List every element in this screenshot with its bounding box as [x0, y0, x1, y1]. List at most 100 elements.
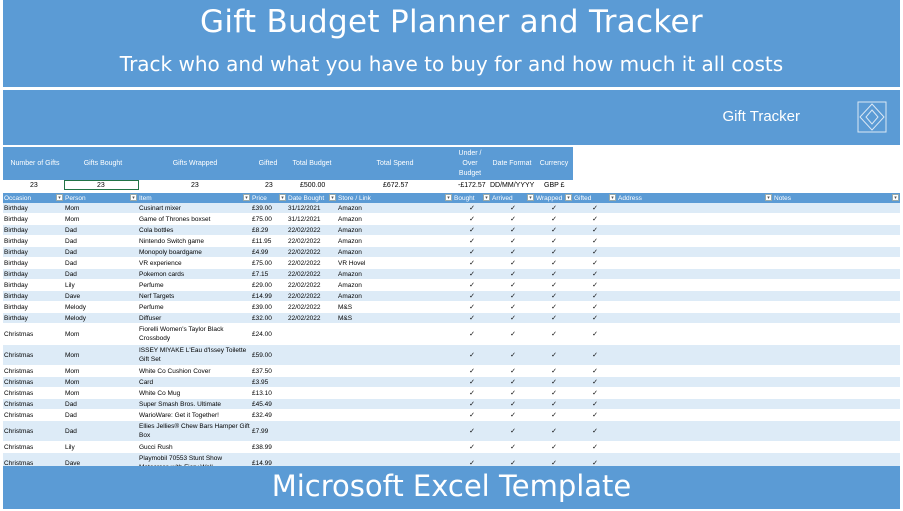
arrived-check-cell[interactable]: ✓: [491, 290, 535, 302]
arrived-check-cell[interactable]: ✓: [491, 344, 535, 366]
arrived-check-cell[interactable]: ✓: [491, 323, 535, 345]
gifts-bought-value[interactable]: 23: [97, 182, 105, 189]
bought-check-cell[interactable]: ✓: [453, 301, 491, 313]
notes-cell[interactable]: [773, 290, 900, 302]
address-cell[interactable]: [617, 213, 773, 225]
notes-cell[interactable]: [773, 344, 900, 366]
person-cell[interactable]: Dave: [64, 290, 138, 302]
arrived-check-cell[interactable]: ✓: [491, 387, 535, 399]
wrapped-check-cell[interactable]: ✓: [535, 312, 573, 324]
occasion-cell[interactable]: Birthday: [3, 257, 64, 269]
date-cell[interactable]: 31/12/2021: [287, 203, 337, 214]
occasion-cell[interactable]: Christmas: [3, 387, 64, 399]
store-cell[interactable]: M&S: [337, 312, 453, 324]
gifted-check-cell[interactable]: ✓: [573, 344, 617, 366]
wrapped-check-cell[interactable]: ✓: [535, 323, 573, 345]
price-cell[interactable]: £3.95: [251, 376, 287, 388]
bought-check-cell[interactable]: ✓: [453, 213, 491, 225]
bought-check-cell[interactable]: ✓: [453, 312, 491, 324]
store-cell[interactable]: Amazon: [337, 235, 453, 247]
occasion-cell[interactable]: Birthday: [3, 301, 64, 313]
bought-check-cell[interactable]: ✓: [453, 235, 491, 247]
wrapped-check-cell[interactable]: ✓: [535, 420, 573, 442]
price-cell[interactable]: £8.29: [251, 224, 287, 236]
date-cell[interactable]: 22/02/2022: [287, 246, 337, 258]
occasion-cell[interactable]: Christmas: [3, 344, 64, 366]
bought-check-cell[interactable]: ✓: [453, 376, 491, 388]
address-cell[interactable]: [617, 398, 773, 410]
notes-cell[interactable]: [773, 246, 900, 258]
arrived-check-cell[interactable]: ✓: [491, 301, 535, 313]
price-cell[interactable]: £75.00: [251, 257, 287, 269]
column-header[interactable]: Person ▾: [64, 193, 138, 203]
date-cell[interactable]: 22/02/2022: [287, 268, 337, 280]
arrived-check-cell[interactable]: ✓: [491, 257, 535, 269]
date-cell[interactable]: [287, 323, 337, 345]
gifted-check-cell[interactable]: ✓: [573, 235, 617, 247]
bought-check-cell[interactable]: ✓: [453, 246, 491, 258]
filter-dropdown-icon[interactable]: ▾: [527, 194, 534, 201]
item-cell[interactable]: Nerf Targets: [138, 290, 251, 302]
wrapped-check-cell[interactable]: ✓: [535, 409, 573, 421]
wrapped-check-cell[interactable]: ✓: [535, 441, 573, 453]
wrapped-check-cell[interactable]: ✓: [535, 301, 573, 313]
item-cell[interactable]: ISSEY MIYAKE L'Eau d'Issey Toilette Gift…: [138, 344, 251, 366]
gifted-check-cell[interactable]: ✓: [573, 279, 617, 291]
item-cell[interactable]: Ellies Jellies® Chew Bars Hamper Gift Bo…: [138, 420, 251, 442]
date-cell[interactable]: [287, 441, 337, 453]
date-cell[interactable]: 31/12/2021: [287, 213, 337, 225]
notes-cell[interactable]: [773, 441, 900, 453]
price-cell[interactable]: £32.00: [251, 312, 287, 324]
notes-cell[interactable]: [773, 213, 900, 225]
gifted-check-cell[interactable]: ✓: [573, 203, 617, 214]
column-header[interactable]: Occasion ▾: [3, 193, 64, 203]
column-header[interactable]: Date Bought ▾: [287, 193, 337, 203]
gifted-value[interactable]: 23: [265, 182, 273, 189]
store-cell[interactable]: [337, 398, 453, 410]
column-header[interactable]: Item ▾: [138, 193, 251, 203]
bought-check-cell[interactable]: ✓: [453, 268, 491, 280]
item-cell[interactable]: Pokemon cards: [138, 268, 251, 280]
gifted-check-cell[interactable]: ✓: [573, 213, 617, 225]
item-cell[interactable]: Super Smash Bros. Ultimate: [138, 398, 251, 410]
notes-cell[interactable]: [773, 279, 900, 291]
address-cell[interactable]: [617, 268, 773, 280]
notes-cell[interactable]: [773, 224, 900, 236]
under-over-budget-value[interactable]: -£172.57: [458, 182, 486, 189]
filter-dropdown-icon[interactable]: ▾: [565, 194, 572, 201]
wrapped-check-cell[interactable]: ✓: [535, 224, 573, 236]
address-cell[interactable]: [617, 279, 773, 291]
date-cell[interactable]: [287, 387, 337, 399]
person-cell[interactable]: Dad: [64, 246, 138, 258]
gifted-check-cell[interactable]: ✓: [573, 376, 617, 388]
item-cell[interactable]: Fiorelli Women's Taylor Black Crossbody: [138, 323, 251, 345]
price-cell[interactable]: £37.50: [251, 365, 287, 377]
person-cell[interactable]: Dad: [64, 398, 138, 410]
filter-dropdown-icon[interactable]: ▾: [56, 194, 63, 201]
store-cell[interactable]: Amazon: [337, 268, 453, 280]
bought-check-cell[interactable]: ✓: [453, 203, 491, 214]
bought-check-cell[interactable]: ✓: [453, 387, 491, 399]
arrived-check-cell[interactable]: ✓: [491, 365, 535, 377]
notes-cell[interactable]: [773, 301, 900, 313]
person-cell[interactable]: Dad: [64, 235, 138, 247]
person-cell[interactable]: Dad: [64, 409, 138, 421]
store-cell[interactable]: [337, 365, 453, 377]
address-cell[interactable]: [617, 376, 773, 388]
item-cell[interactable]: Cola bottles: [138, 224, 251, 236]
store-cell[interactable]: VR Hovel: [337, 257, 453, 269]
arrived-check-cell[interactable]: ✓: [491, 203, 535, 214]
person-cell[interactable]: Melody: [64, 301, 138, 313]
arrived-check-cell[interactable]: ✓: [491, 246, 535, 258]
arrived-check-cell[interactable]: ✓: [491, 420, 535, 442]
column-header[interactable]: Notes ▾: [773, 193, 900, 203]
address-cell[interactable]: [617, 420, 773, 442]
address-cell[interactable]: [617, 301, 773, 313]
date-cell[interactable]: 22/02/2022: [287, 279, 337, 291]
store-cell[interactable]: Amazon: [337, 246, 453, 258]
store-cell[interactable]: Amazon: [337, 279, 453, 291]
occasion-cell[interactable]: Christmas: [3, 398, 64, 410]
item-cell[interactable]: White Co Mug: [138, 387, 251, 399]
column-header[interactable]: Wrapped ▾: [535, 193, 573, 203]
wrapped-check-cell[interactable]: ✓: [535, 398, 573, 410]
